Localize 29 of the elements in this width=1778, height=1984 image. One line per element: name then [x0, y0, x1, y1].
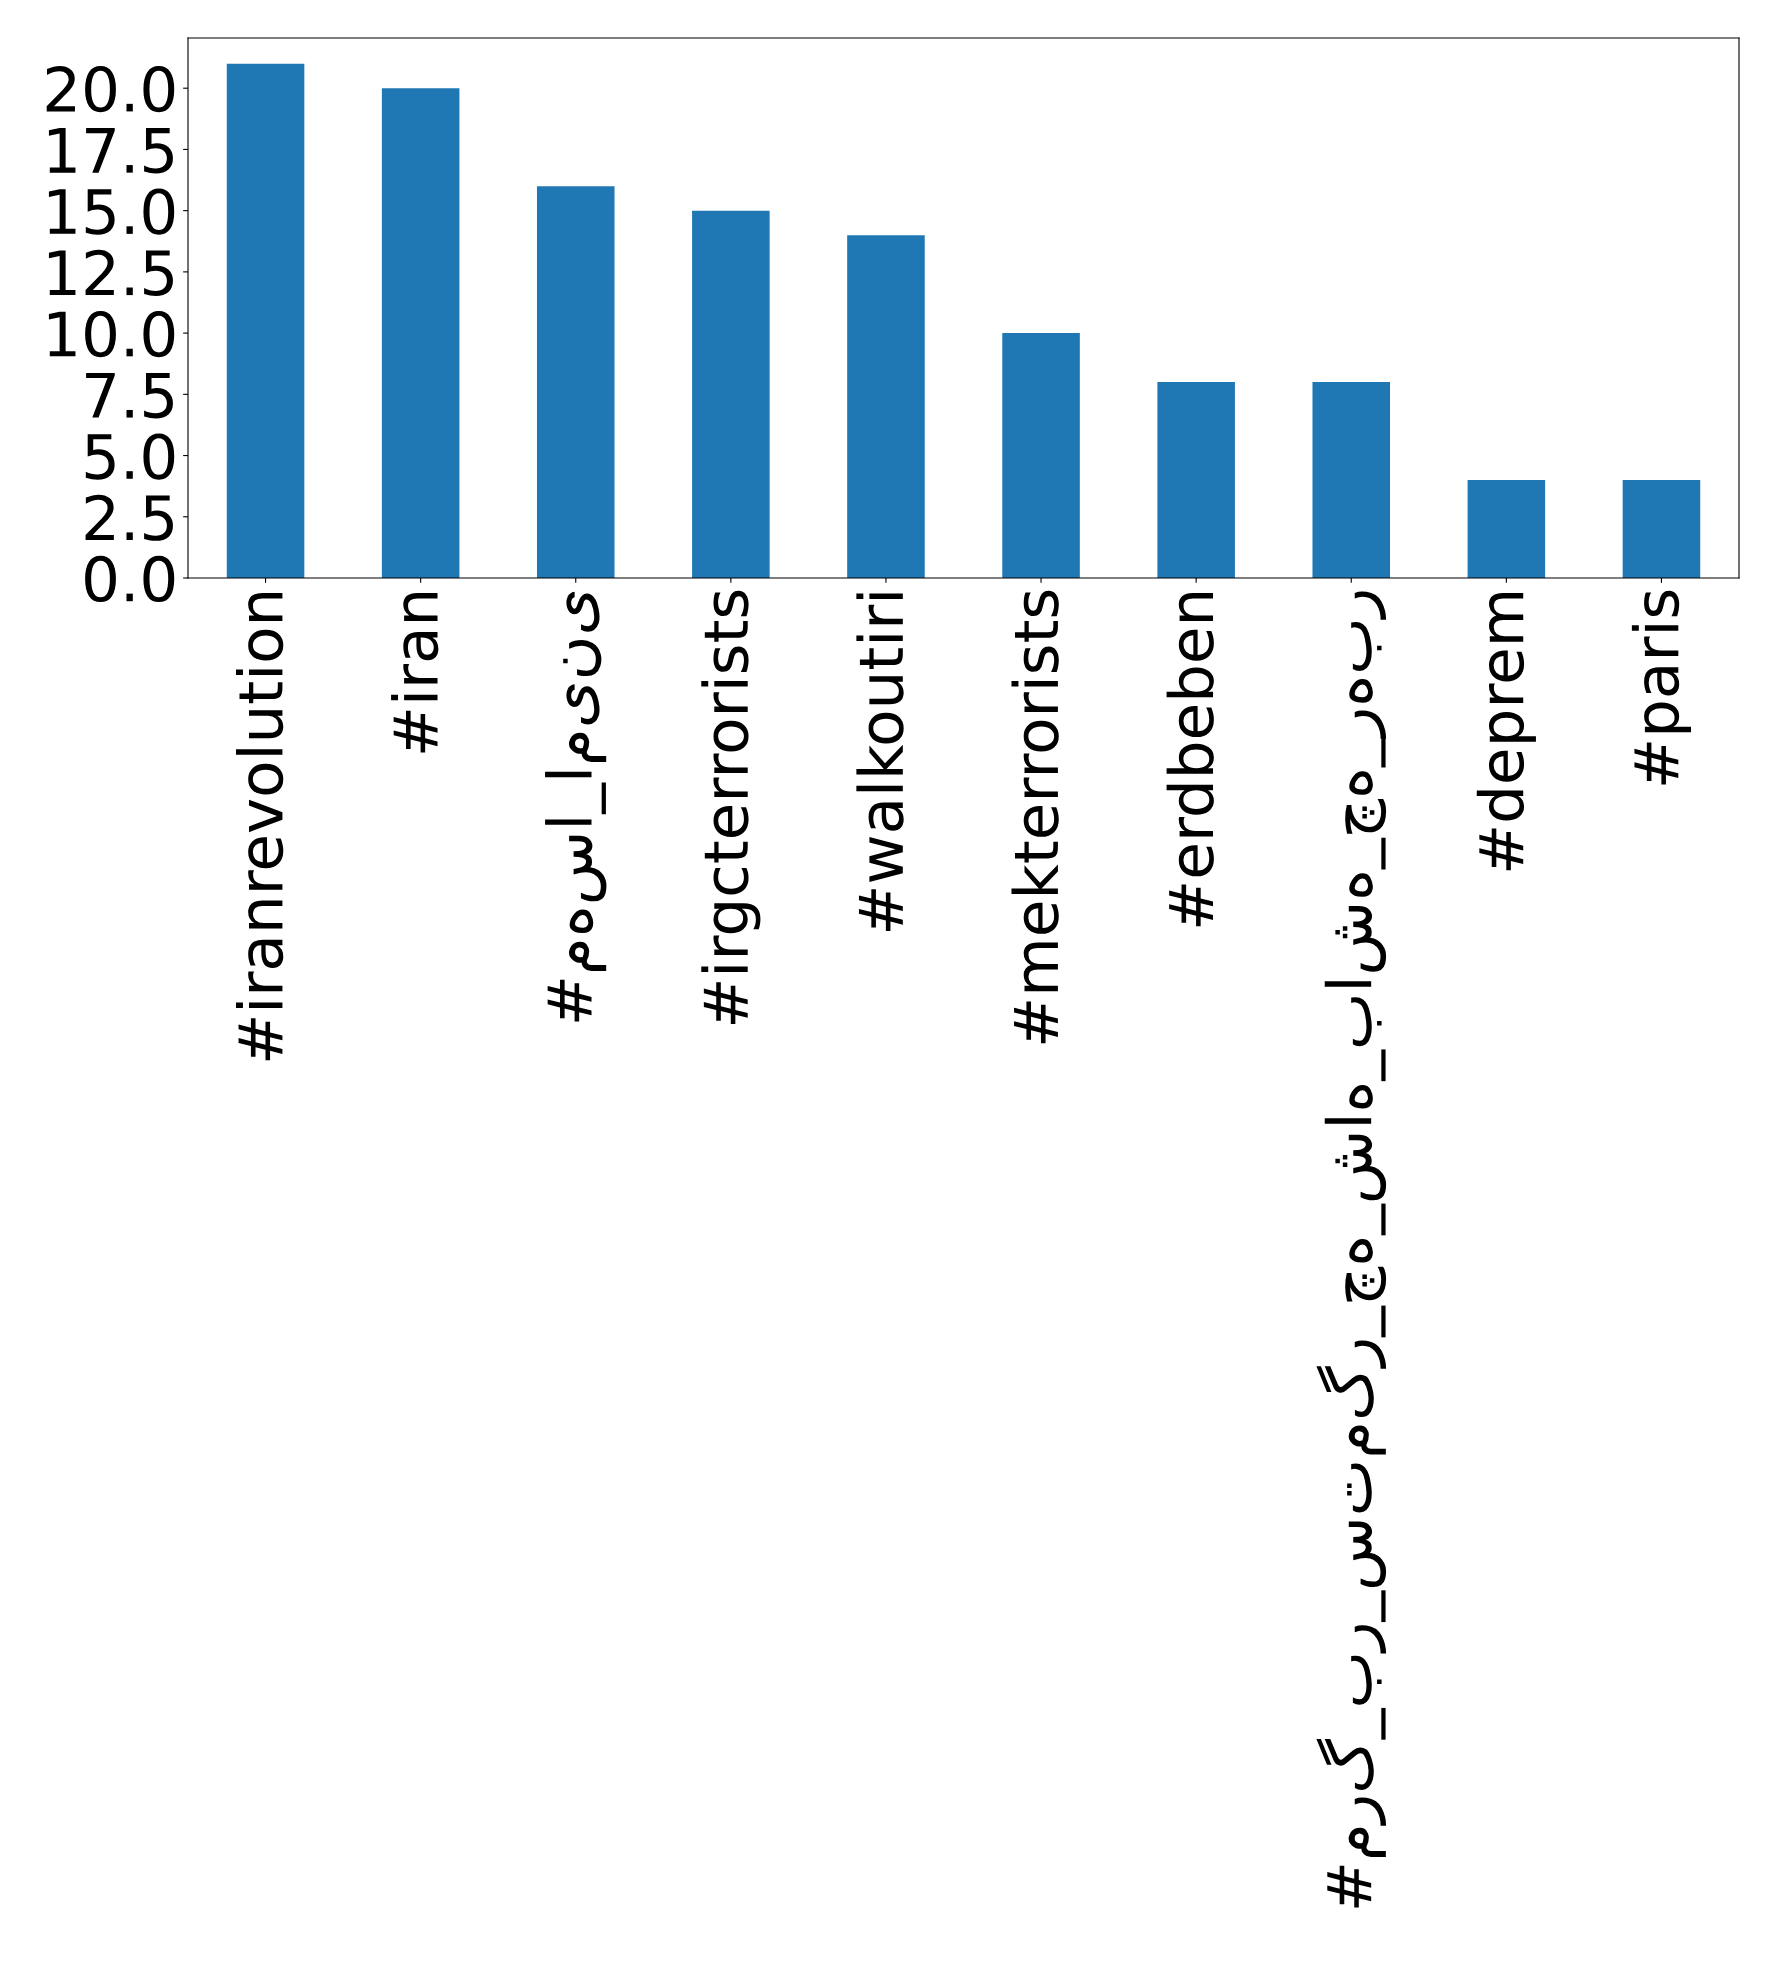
bar — [847, 235, 925, 578]
y-tick-label: 15.0 — [48, 188, 175, 235]
x-tick-label: #paris — [1631, 590, 1692, 785]
bar — [692, 210, 770, 578]
y-tick-label: 0.0 — [85, 555, 175, 603]
x-tick-label: #iranrevolution — [235, 592, 284, 1061]
bar — [1002, 333, 1080, 578]
y-tick-label: 20.0 — [46, 66, 175, 113]
x-tick-label: #irgcterrorists — [701, 590, 761, 1025]
bar — [1467, 480, 1546, 578]
bar — [536, 186, 615, 578]
y-tick-label: 2.5 — [85, 494, 173, 541]
bar — [1157, 382, 1235, 578]
bar — [381, 88, 460, 578]
y-tick-label: 10.0 — [48, 310, 175, 358]
x-tick-label: #erdbeben — [1166, 592, 1214, 927]
x-tick-label: #مهسا_امینی — [545, 591, 607, 1022]
y-tick-label: 5.0 — [85, 433, 175, 480]
x-tick-label: #walkoutiri — [856, 593, 904, 931]
x-tick-label: #mekterrorists — [1011, 590, 1059, 1044]
x-tick-label: #deprem — [1476, 592, 1536, 871]
y-tick-label: 7.5 — [86, 372, 173, 419]
x-tick-label: #iran — [391, 592, 439, 753]
bar — [226, 63, 305, 578]
bar — [1312, 382, 1391, 578]
bar — [1622, 480, 1701, 578]
y-tick-label: 17.5 — [48, 128, 173, 174]
x-tick-label: #مرگ_بر_ستمگر_چه_شاه_باشه_چه_رهبر — [1316, 591, 1387, 1908]
y-tick-label: 12.5 — [48, 249, 173, 296]
